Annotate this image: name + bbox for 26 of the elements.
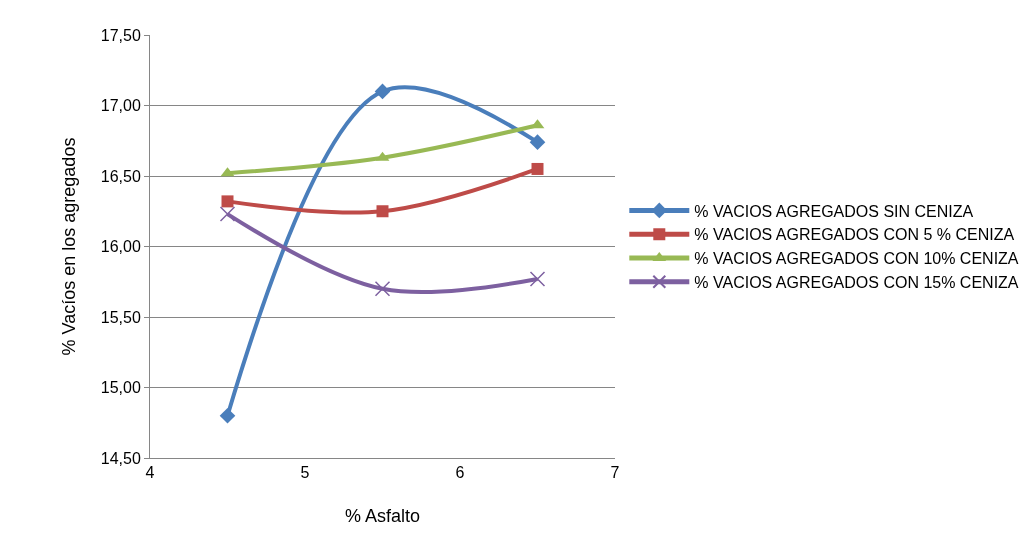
point [531, 162, 544, 175]
point [376, 205, 389, 218]
y-tick-label: 15,00 [100, 379, 141, 397]
x-tick-label: 6 [455, 464, 465, 482]
y-tick-label: 16,00 [100, 238, 141, 256]
y-tick-label: 17,50 [100, 26, 141, 44]
y-tick-label: 16,50 [100, 167, 141, 185]
x-tick-label: 5 [300, 464, 310, 482]
x-axis-title: % Asfalto [344, 506, 421, 526]
point [219, 407, 236, 424]
point [374, 83, 391, 100]
x-tick-label: 4 [145, 464, 155, 482]
point [221, 195, 234, 208]
y-tick-label: 14,50 [100, 449, 141, 467]
y-tick-label: 15,50 [100, 308, 141, 326]
legend-label: % VACIOS AGREGADOS CON 10% CENIZA [694, 250, 1019, 268]
y-tick-label: 17,00 [100, 97, 141, 115]
point [374, 281, 391, 297]
x-tick-label: 7 [610, 464, 620, 482]
legend-label: % VACIOS AGREGADOS CON 15% CENIZA [694, 274, 1019, 292]
point [529, 271, 546, 287]
legend-label: % VACIOS AGREGADOS CON 5 % CENIZA [694, 226, 1015, 244]
y-axis-title: % Vacíos en los agregados [58, 137, 79, 356]
legend-label: % VACIOS AGREGADOS SIN CENIZA [694, 202, 974, 220]
point [529, 134, 546, 150]
point [219, 206, 236, 222]
